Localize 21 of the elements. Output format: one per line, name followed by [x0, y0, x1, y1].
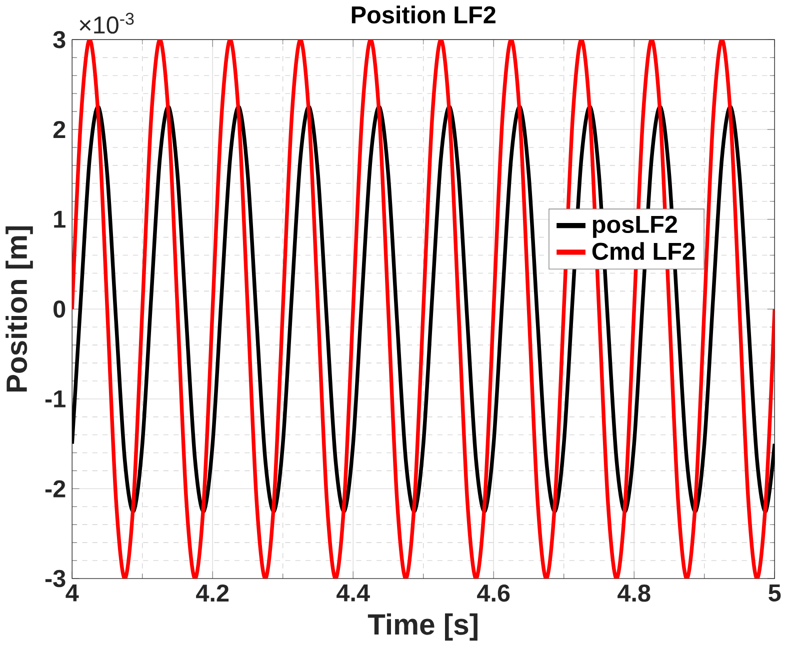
y-tick-label: 3 — [53, 30, 66, 48]
text: ×10$^{-3}$ — [80, 12, 134, 34]
legend-label: Cmd LF2 — [592, 242, 695, 260]
y-tick-label: -1 — [45, 390, 66, 408]
x-tick-label: 4.2 — [196, 584, 229, 602]
y-tick-label: -3 — [45, 570, 66, 588]
chart-title: Position LF2 — [352, 6, 496, 24]
x-tick-label: 5 — [768, 584, 781, 602]
line-series — [72, 40, 775, 578]
y-tick-label: 2 — [53, 120, 66, 138]
x-axis-title: Time [s] — [368, 613, 478, 640]
x-tick-label: 4.4 — [336, 584, 370, 602]
x-tick-label: 4.8 — [618, 584, 650, 602]
legend-label: posLF2 — [593, 216, 678, 238]
y-axis-title: Position [m] — [6, 226, 33, 392]
y-tick-label: 0 — [54, 300, 66, 318]
line-series — [72, 105, 775, 513]
x-tick-label: 4 — [66, 584, 79, 602]
y-tick-label: -2 — [45, 480, 66, 498]
y-tick-label: 1 — [54, 210, 66, 228]
x-tick-label: 4.6 — [477, 584, 510, 602]
